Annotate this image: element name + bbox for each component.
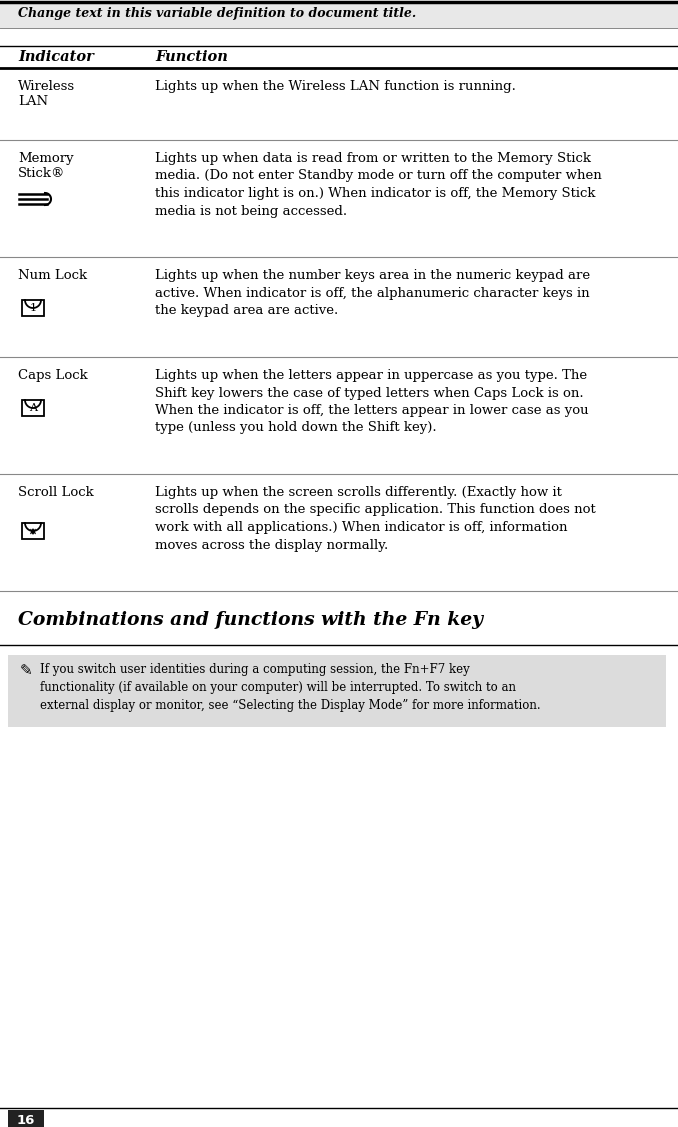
Text: Lights up when the number keys area in the numeric keypad are
active. When indic: Lights up when the number keys area in t… — [155, 269, 590, 317]
Text: If you switch user identities during a computing session, the Fn+F7 key
function: If you switch user identities during a c… — [40, 663, 540, 712]
Bar — [8, 1110, 44, 1127]
Bar — [22, 400, 44, 416]
Text: Scroll Lock: Scroll Lock — [18, 486, 94, 499]
Text: Memory
Stick®: Memory Stick® — [18, 152, 74, 180]
Text: Wireless
LAN: Wireless LAN — [18, 80, 75, 108]
Text: Lights up when the letters appear in uppercase as you type. The
Shift key lowers: Lights up when the letters appear in upp… — [155, 369, 589, 435]
Text: Combinations and functions with the Fn key: Combinations and functions with the Fn k… — [18, 611, 483, 629]
Bar — [22, 300, 44, 316]
Text: 16: 16 — [17, 1113, 35, 1127]
Text: Lights up when the screen scrolls differently. (Exactly how it
scrolls depends o: Lights up when the screen scrolls differ… — [155, 486, 596, 551]
Text: ✎: ✎ — [20, 663, 33, 678]
Text: Indicator: Indicator — [18, 50, 94, 64]
Text: Function: Function — [155, 50, 228, 64]
Text: Change text in this variable definition to document title.: Change text in this variable definition … — [18, 7, 416, 20]
Text: Caps Lock: Caps Lock — [18, 369, 87, 382]
Text: A: A — [29, 403, 37, 412]
Bar — [8, 655, 666, 727]
Text: Lights up when the Wireless LAN function is running.: Lights up when the Wireless LAN function… — [155, 80, 516, 94]
Text: Num Lock: Num Lock — [18, 269, 87, 282]
Text: 1: 1 — [29, 303, 37, 313]
Text: Lights up when data is read from or written to the Memory Stick
media. (Do not e: Lights up when data is read from or writ… — [155, 152, 602, 218]
Bar — [0, 2, 678, 28]
Bar — [22, 523, 44, 539]
